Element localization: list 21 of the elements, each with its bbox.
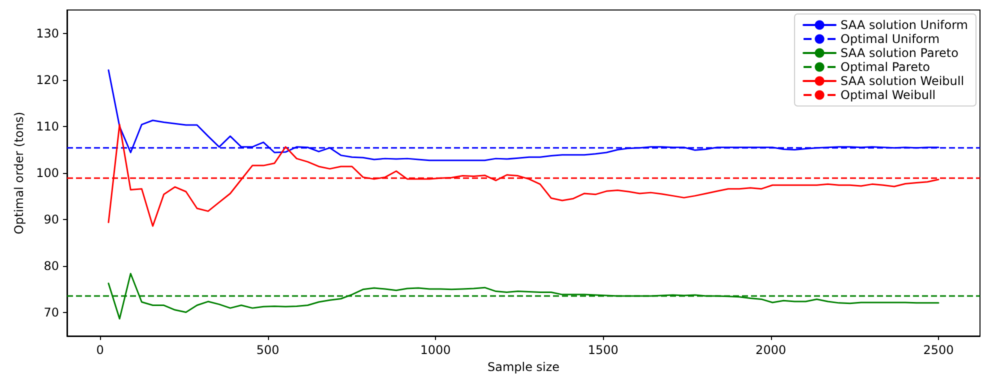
legend-label: SAA solution Pareto (840, 46, 958, 60)
legend-label: Optimal Weibull (840, 88, 936, 102)
legend-label: Optimal Pareto (840, 60, 930, 74)
y-tick-label: 70 (44, 306, 59, 320)
y-tick-label: 110 (36, 119, 59, 134)
y-tick-label: 120 (36, 72, 59, 87)
x-tick-label: 1000 (420, 343, 451, 357)
y-axis-title: Optimal order (tons) (12, 112, 26, 234)
y-tick-label: 100 (36, 166, 59, 180)
y-tick-label: 90 (44, 212, 59, 227)
x-tick-label: 500 (256, 343, 280, 357)
y-tick-label: 80 (44, 259, 59, 274)
x-tick-label: 2500 (923, 343, 954, 357)
x-tick-label: 0 (96, 343, 104, 357)
y-tick-label: 130 (36, 26, 59, 40)
x-axis-title: Sample size (487, 360, 560, 374)
legend-label: Optimal Uniform (840, 32, 940, 46)
legend-label: SAA solution Uniform (840, 18, 968, 32)
x-tick-label: 2000 (756, 343, 786, 357)
legend-label: SAA solution Weibull (840, 74, 964, 88)
x-tick-label: 1500 (588, 343, 618, 357)
